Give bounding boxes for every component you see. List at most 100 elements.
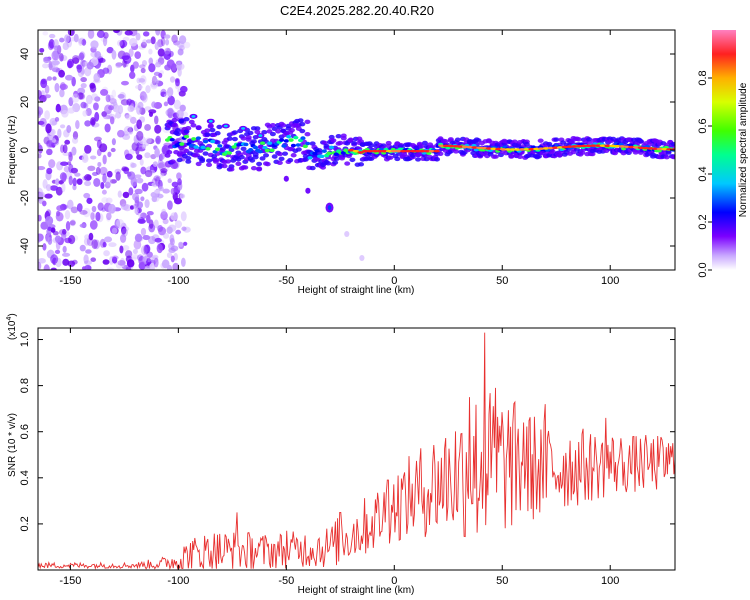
- noise-blob: [148, 111, 154, 117]
- branch-blob: [344, 231, 350, 237]
- noise-blob: [79, 244, 86, 252]
- noise-blob: [158, 186, 164, 192]
- noise-blob: [177, 48, 184, 56]
- noise-blob: [161, 208, 167, 215]
- noise-blob: [121, 80, 129, 86]
- band-halo-blob: [415, 157, 422, 162]
- noise-blob: [129, 205, 135, 210]
- band-halo-blob: [282, 151, 289, 156]
- band-hot-blob: [362, 149, 369, 153]
- noise-blob: [108, 203, 116, 214]
- noise-blob: [161, 259, 170, 269]
- band-halo-blob: [278, 156, 285, 162]
- noise-blob: [46, 184, 52, 192]
- noise-blob: [142, 31, 150, 37]
- band-core-blob: [288, 138, 294, 142]
- band-hot-blob: [400, 149, 407, 153]
- band-halo-blob: [434, 157, 441, 162]
- band-hot-blob: [438, 144, 445, 148]
- noise-blob: [71, 259, 78, 265]
- noise-blob: [139, 158, 144, 166]
- noise-blob: [119, 245, 124, 254]
- noise-blob: [136, 177, 144, 184]
- noise-blob: [48, 38, 55, 49]
- noise-blob: [60, 161, 69, 166]
- band-core-blob: [328, 145, 335, 150]
- band-halo-blob: [280, 123, 287, 128]
- noise-blob: [78, 52, 85, 61]
- noise-blob: [148, 63, 156, 73]
- noise-blob: [50, 267, 57, 270]
- band-hot-blob: [632, 146, 640, 149]
- band-halo-blob: [176, 157, 183, 163]
- noise-blob: [144, 152, 151, 159]
- band-hot-blob: [461, 145, 469, 149]
- noise-blob: [164, 38, 170, 46]
- noise-blob: [147, 235, 156, 245]
- band-core-blob: [214, 147, 221, 152]
- noise-blob: [67, 107, 75, 114]
- noise-blob: [163, 93, 172, 99]
- band-halo-blob: [195, 125, 202, 130]
- noise-blob: [54, 178, 60, 186]
- band-halo-blob: [254, 129, 261, 135]
- band-halo-blob: [231, 130, 238, 135]
- noise-blob: [146, 211, 154, 216]
- band-core-blob: [293, 135, 299, 140]
- band-halo-blob: [309, 165, 316, 171]
- band-core-blob: [262, 145, 268, 150]
- noise-blob: [59, 53, 64, 62]
- band-hot-blob: [566, 145, 573, 149]
- band-hot-blob: [395, 149, 402, 153]
- noise-blob: [144, 124, 151, 131]
- band-halo-blob: [586, 137, 593, 142]
- spectrogram-xtick-label: -100: [167, 275, 189, 287]
- noise-blob: [154, 42, 160, 51]
- band-hot-blob: [585, 144, 592, 148]
- noise-blob: [99, 166, 108, 176]
- noise-blob: [39, 47, 45, 53]
- noise-blob: [101, 189, 107, 195]
- noise-blob: [76, 178, 83, 185]
- noise-blob: [140, 166, 147, 175]
- noise-blob: [43, 264, 50, 270]
- noise-blob: [154, 147, 160, 158]
- noise-blob: [38, 258, 46, 264]
- noise-blob: [155, 135, 161, 145]
- noise-blob: [115, 171, 121, 181]
- band-halo-blob: [250, 139, 257, 144]
- band-halo-blob: [264, 161, 271, 167]
- noise-blob: [105, 94, 111, 103]
- noise-blob: [166, 87, 174, 97]
- spectrogram-xtick-label: 50: [496, 275, 508, 287]
- band-halo-blob: [257, 144, 264, 149]
- band-core-blob: [302, 144, 308, 149]
- noise-blob: [95, 166, 101, 175]
- spectrogram-ytick-label: -40: [19, 238, 31, 254]
- noise-blob: [76, 203, 83, 212]
- band-hot-blob: [571, 145, 578, 148]
- band-hot-blob: [509, 148, 516, 151]
- noise-blob: [153, 219, 159, 229]
- noise-blob: [170, 245, 179, 252]
- noise-blob: [81, 154, 89, 163]
- noise-blob: [38, 153, 42, 159]
- band-hot-blob: [499, 147, 507, 151]
- snr-ytick-label: 0.2: [19, 516, 31, 531]
- band-hot-blob: [404, 149, 412, 153]
- noise-blob: [117, 190, 122, 198]
- band-hot-blob: [642, 146, 649, 150]
- band-halo-blob: [663, 155, 670, 160]
- noise-blob: [90, 117, 96, 126]
- band-halo-blob: [247, 130, 254, 136]
- noise-blob: [46, 142, 54, 149]
- noise-blob: [138, 64, 146, 69]
- noise-blob: [144, 199, 150, 209]
- noise-blob: [98, 57, 106, 63]
- snr-ytick-label: 0.4: [19, 470, 31, 485]
- noise-blob: [154, 79, 159, 84]
- band-halo-blob: [185, 155, 192, 161]
- noise-blob: [77, 92, 84, 100]
- noise-blob: [61, 252, 71, 257]
- band-halo-blob: [335, 133, 342, 139]
